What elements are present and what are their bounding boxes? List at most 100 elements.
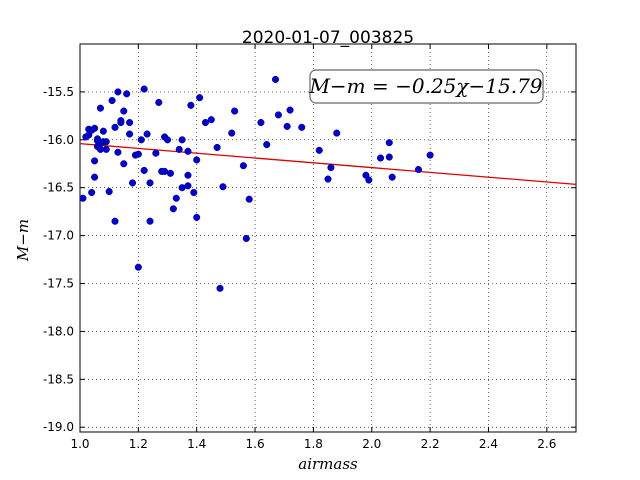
data-point [298,123,306,131]
data-point [155,98,163,106]
data-point [166,169,174,177]
data-point [184,182,192,190]
data-point [193,213,201,221]
data-point [327,164,335,172]
data-point [184,147,192,155]
data-point [376,154,385,162]
data-point [257,119,265,127]
data-point [216,284,224,292]
data-point [169,205,177,213]
data-point [146,179,154,187]
y-tick-label: -16.0 [43,133,74,147]
data-point [213,143,221,152]
data-point [172,194,180,202]
data-point [175,145,183,153]
data-point [190,188,198,197]
data-point [88,188,96,197]
data-point [128,179,137,187]
fit-line [79,142,577,185]
axis-ticks: 1.0 1.2 1.4 1.6 1.8 2.0 2.2 2.4 2.6 -15.5 -16.0 -16… [43,44,576,451]
data-point [196,94,204,102]
data-point [126,130,134,138]
y-tick-label: -17.0 [43,229,74,243]
data-point [91,124,99,132]
data-point [426,151,434,159]
data-point [219,183,227,191]
data-point [140,166,148,175]
data-point [184,171,192,179]
x-tick-label: 1.0 [70,437,89,451]
x-tick-label: 1.6 [246,437,265,451]
y-axis-label: M−m [14,219,32,262]
data-point [178,136,186,144]
data-point [365,176,373,184]
equation-box: M−m = −0.25χ−15.79 [308,69,544,104]
data-point [271,75,280,83]
x-axis-label: airmass [298,455,358,473]
fit-equation-label: M−m = −0.25χ−15.79 [308,74,542,98]
x-tick-label: 2.0 [362,437,381,451]
data-point [114,148,122,156]
data-point [134,263,142,271]
data-point [111,217,119,225]
y-tick-label: -19.0 [43,420,74,434]
data-point [79,194,87,202]
data-point [333,129,341,137]
data-point [388,173,396,181]
data-point [102,138,110,146]
data-point [126,119,134,127]
x-tick-label: 1.8 [304,437,323,451]
y-tick-label: -17.5 [43,277,74,291]
y-tick-label: -18.5 [43,372,74,386]
data-point [99,127,107,135]
x-tick-label: 1.2 [129,437,148,451]
data-point [324,175,332,183]
data-point [239,162,247,170]
data-point [187,101,195,109]
plot-frame [79,43,577,433]
data-point [134,150,142,158]
data-point [263,141,271,149]
data-point [143,130,151,138]
data-point [111,123,119,131]
data-point [123,90,131,98]
data-point [283,122,291,130]
data-point [96,104,104,112]
data-point [274,111,282,119]
data-point [140,85,148,93]
x-tick-label: 2.4 [479,437,498,451]
fit-line-group [79,142,577,185]
data-point [242,234,250,243]
y-tick-label: -15.5 [43,85,74,99]
y-tick-label: -18.0 [43,324,74,338]
data-point [315,146,323,154]
data-point [193,156,201,164]
data-point [207,116,215,124]
data-point [146,217,154,225]
data-point [385,139,393,147]
data-point [231,107,239,115]
data-point [102,145,110,153]
y-tick-label: -16.5 [43,181,74,195]
data-point [120,160,128,168]
data-point [152,149,160,157]
data-point [91,157,99,165]
data-point [201,119,210,127]
x-tick-label: 1.4 [187,437,206,451]
data-point [137,136,145,144]
data-point [105,187,113,196]
data-point [385,153,393,161]
data-point [286,106,294,114]
x-tick-label: 2.2 [421,437,440,451]
data-point [245,195,253,203]
data-point [114,88,122,96]
data-point [228,129,236,137]
data-point [163,136,172,144]
data-points [79,75,434,292]
data-point [120,107,128,115]
chart-title: 2020-01-07_003825 [242,28,414,48]
data-point [108,96,116,105]
x-tick-label: 2.6 [537,437,556,451]
data-point [414,165,422,174]
